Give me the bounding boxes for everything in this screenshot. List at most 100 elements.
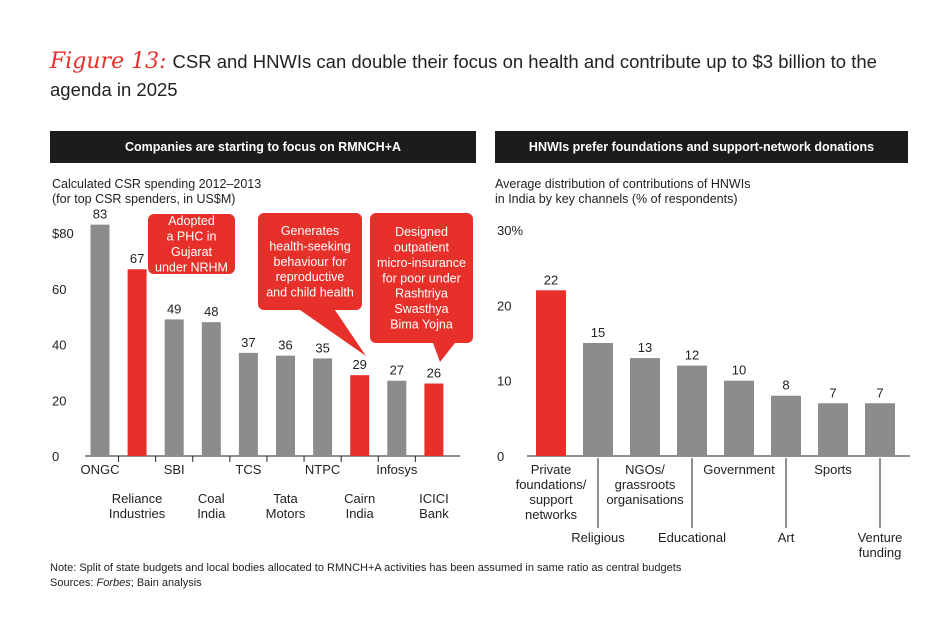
csr-bar [238,352,258,456]
hnwi-value-label: 13 [638,340,652,355]
csr-category-label: TCS [235,462,261,477]
csr-value-label: 27 [390,363,404,378]
hnwi-category-label: Art [778,530,795,545]
csr-category-label: Tata [273,491,298,506]
hnwi-category-label: funding [859,545,902,560]
csr-category-label: ICICI [419,491,449,506]
left-panel-header: Companies are starting to focus on RMNCH… [50,131,476,163]
hnwi-category-label: Educational [658,530,726,545]
callout-text: under NRHM [155,260,228,274]
figure-title: Figure 13: CSR and HNWIs can double their… [50,48,920,104]
csr-ytick-label: 0 [52,449,59,464]
hnwi-ytick-label: 30% [497,223,523,238]
right-chart-subtitle: Average distribution of contributions of… [495,177,750,207]
hnwi-category-label: Religious [571,530,625,545]
csr-category-label: India [346,506,375,521]
csr-bar [276,355,295,456]
callout-box [258,213,362,310]
csr-category-label: ONGC [81,462,120,477]
left-chart-subtitle: Calculated CSR spending 2012–2013 (for t… [52,177,261,207]
hnwi-category-label: grassroots [615,477,676,492]
csr-bar [164,319,184,456]
hnwi-ytick-label: 0 [497,449,504,464]
hnwi-category-label: foundations/ [516,477,587,492]
hnwi-bar [583,343,613,456]
csr-category-label: Motors [266,506,306,521]
callout-text: micro-insurance [377,256,466,270]
callout-text: a PHC in [166,230,216,244]
csr-bar [90,224,110,456]
hnwi-bar [771,395,801,456]
csr-category-label: Coal [198,491,225,506]
csr-bar [387,380,407,456]
callout-pointer [150,258,175,274]
csr-value-label: 29 [352,357,366,372]
callout-box [148,214,235,274]
callout-text: Swasthya [394,302,448,316]
csr-bar [127,269,147,456]
csr-value-label: 83 [93,207,107,222]
figure-title-text: CSR and HNWIs can double their focus on … [50,51,877,100]
hnwi-category-label: support [529,492,573,507]
csr-category-label: India [197,506,226,521]
csr-value-label: 35 [315,340,329,355]
csr-value-label: 26 [427,366,441,381]
hnwi-bar [536,290,566,456]
csr-category-label: NTPC [305,462,340,477]
csr-ytick-label: 60 [52,282,66,297]
csr-value-label: 48 [204,304,218,319]
sources-suffix: ; Bain analysis [130,577,202,589]
hnwi-value-label: 8 [782,378,789,393]
csr-value-label: 67 [130,251,144,266]
hnwi-category-label: Sports [814,462,852,477]
csr-category-label: Bank [419,506,449,521]
hnwi-value-label: 22 [544,272,558,287]
hnwi-bar [724,380,754,456]
csr-value-label: 36 [278,338,292,353]
left-subtitle-line-2: (for top CSR spenders, in US$M) [52,192,236,206]
callout-text: Gujarat [171,245,213,259]
hnwi-ytick-label: 10 [497,374,511,389]
csr-category-label: Cairn [344,491,375,506]
hnwi-category-label: networks [525,507,578,522]
csr-category-label: SBI [164,462,185,477]
callout-text: Rashtriya [395,287,448,301]
callout-box [370,213,473,343]
hnwi-value-label: 12 [685,348,699,363]
csr-value-label: 37 [241,335,255,350]
callout-text: Designed [395,225,448,239]
hnwi-value-label: 7 [876,385,883,400]
hnwi-category-label: Private [531,462,571,477]
callout-pointer [300,310,366,356]
csr-category-label: Industries [109,506,166,521]
csr-category-label: Infosys [376,462,418,477]
footer-note: Note: Split of state budgets and local b… [50,562,682,574]
callout-pointer [433,343,455,362]
csr-ytick-label: 40 [52,338,66,353]
hnwi-ytick-label: 20 [497,298,511,313]
hnwi-value-label: 15 [591,325,605,340]
right-subtitle-line-1: Average distribution of contributions of… [495,177,751,191]
hnwi-bar [865,403,895,456]
csr-value-label: 49 [167,301,181,316]
hnwi-bar [818,403,848,456]
callout-text: Bima Yojna [390,318,453,332]
hnwi-value-label: 10 [732,363,746,378]
callout-text: Generates [281,224,339,238]
sources-prefix: Sources: [50,577,97,589]
callout-text: reproductive [276,270,345,284]
callout-text: outpatient [394,241,449,255]
hnwi-bar [677,365,707,456]
csr-bar [350,375,370,456]
csr-ytick-label: 20 [52,393,66,408]
csr-bar [201,322,221,456]
csr-category-label: Reliance [112,491,163,506]
hnwi-value-label: 7 [829,385,836,400]
csr-bar [313,358,333,456]
callout-text: for poor under [382,271,461,285]
hnwi-category-label: Venture [858,530,903,545]
sources-forbes: Forbes [96,577,131,589]
callout-text: and child health [266,286,354,300]
callout-text: health-seeking [269,239,350,253]
hnwi-bar [630,358,660,456]
